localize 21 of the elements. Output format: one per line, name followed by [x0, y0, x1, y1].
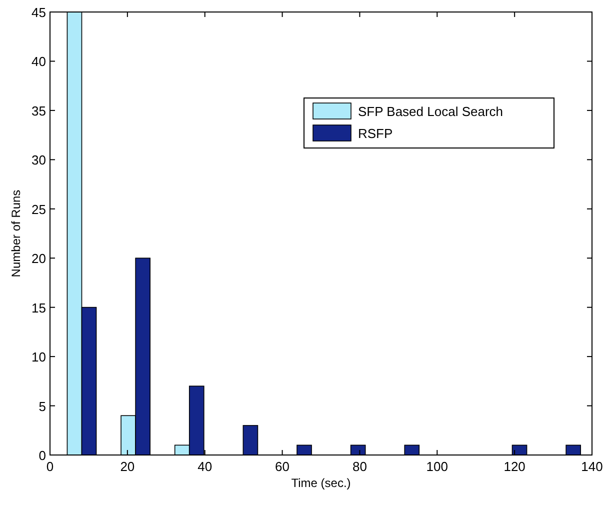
- x-tick-label: 100: [426, 459, 448, 474]
- y-tick-label: 30: [32, 152, 46, 168]
- legend-label: RSFP: [358, 126, 393, 141]
- y-tick-label: 0: [38, 448, 46, 463]
- y-tick-label: 25: [32, 202, 46, 217]
- x-tick-label: 140: [581, 459, 603, 474]
- y-tick-label: 35: [32, 103, 46, 118]
- y-tick-label: 10: [32, 350, 46, 365]
- y-tick-label: 45: [32, 5, 46, 20]
- x-tick-label: 120: [504, 459, 526, 474]
- x-tick-label: 40: [198, 459, 212, 474]
- y-tick-label: 20: [32, 251, 46, 266]
- y-tick-label: 5: [38, 398, 46, 414]
- x-axis-title: Time (sec.): [291, 476, 351, 490]
- legend-label: SFP Based Local Search: [358, 104, 504, 119]
- x-tick-label: 60: [275, 459, 290, 474]
- x-tick-label: 20: [120, 459, 135, 474]
- x-tick-label: 80: [352, 459, 367, 474]
- y-axis-title: Number of Runs: [9, 190, 23, 278]
- y-tick-label: 40: [32, 54, 46, 70]
- y-tick-label: 15: [32, 300, 46, 316]
